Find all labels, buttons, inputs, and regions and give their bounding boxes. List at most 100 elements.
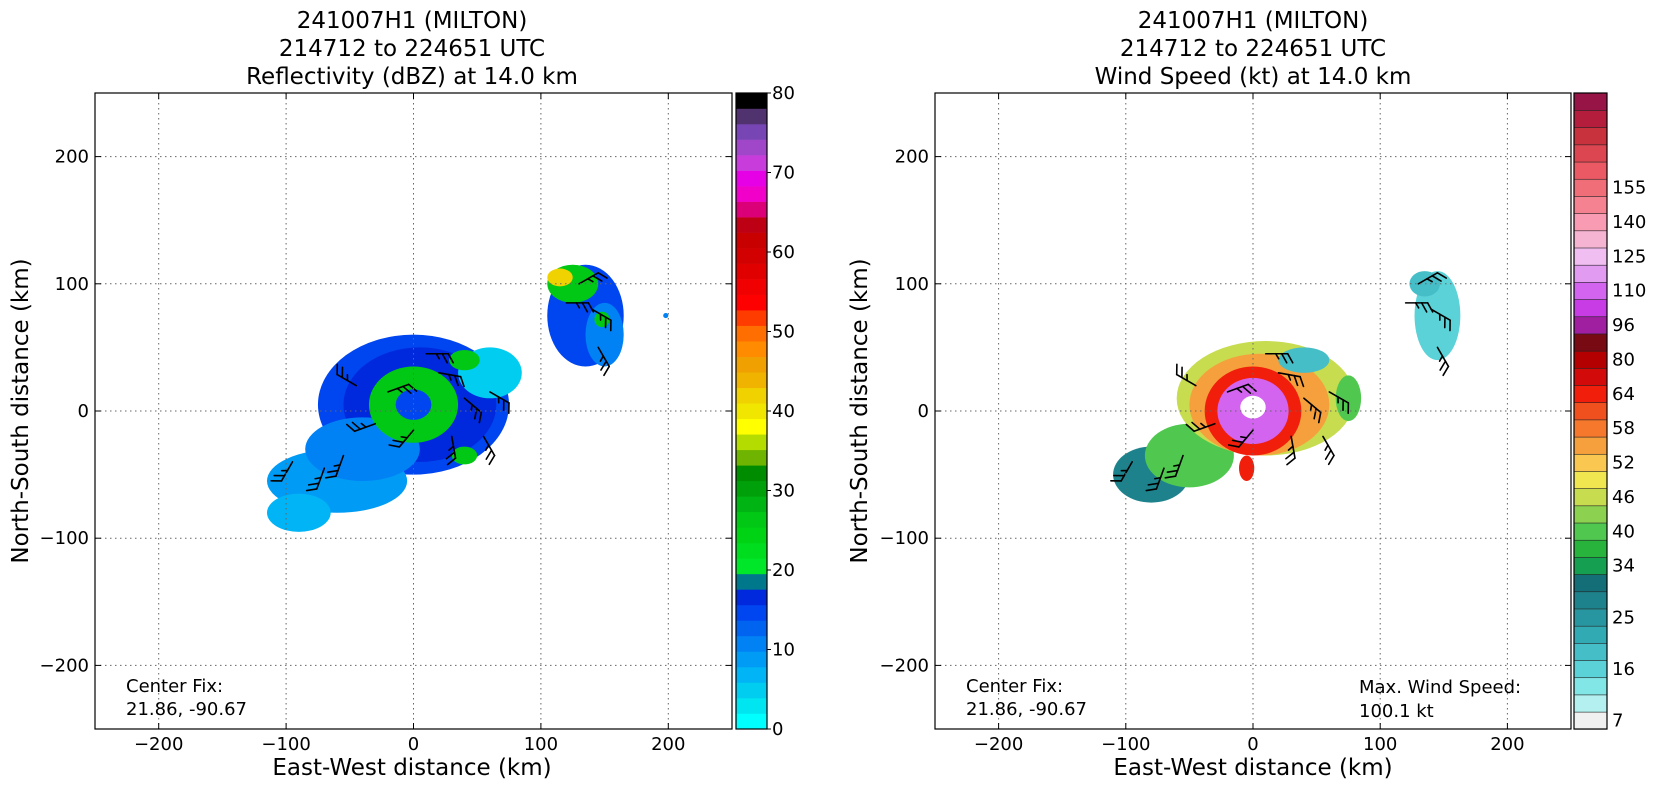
reflectivity-colorbar-tick-label: 20: [772, 560, 795, 581]
wind-colorbar-tick-label: 25: [1612, 607, 1635, 628]
wind-wind-barb: [1185, 421, 1216, 433]
reflectivity-colorbar-segment: [736, 651, 767, 668]
reflectivity-colorbar-tick-label: 60: [772, 242, 795, 263]
wind-echo-cell: [1409, 271, 1440, 297]
wind-title-line-1: 241007H1 (MILTON): [1138, 8, 1369, 34]
wind-y-tick-label: 0: [918, 401, 929, 422]
wind-colorbar-tick-label: 46: [1612, 487, 1635, 508]
wind-max-speed-label: Max. Wind Speed:: [1359, 677, 1521, 698]
wind-colorbar-segment: [1573, 505, 1608, 524]
reflectivity-wind-barb: [425, 352, 455, 364]
reflectivity-wind-barb: [489, 391, 510, 415]
reflectivity-colorbar-tick-label: 10: [772, 640, 795, 661]
reflectivity-colorbar-segment: [736, 403, 767, 420]
wind-wind-barb: [1264, 352, 1294, 364]
reflectivity-colorbar-segment: [736, 341, 767, 358]
wind-colorbar-segment: [1573, 642, 1608, 661]
wind-colorbar-segment: [1573, 419, 1608, 438]
reflectivity-colorbar-segment: [736, 186, 767, 202]
reflectivity-colorbar-segment: [736, 573, 767, 590]
wind-wind-barb: [1277, 372, 1305, 388]
reflectivity-colorbar-segment: [736, 635, 767, 652]
wind-wind-barb: [1226, 383, 1257, 394]
reflectivity-center-fix-value: 21.86, -90.67: [126, 699, 247, 720]
wind-wind-barb: [1175, 363, 1197, 387]
wind-wind-barb: [1417, 271, 1448, 285]
wind-title-line-2: 214712 to 224651 UTC: [1120, 36, 1386, 62]
wind-x-tick-label: −200: [974, 734, 1023, 755]
wind-colorbar-segment: [1573, 161, 1608, 180]
reflectivity-colorbar-segment: [736, 124, 767, 140]
reflectivity-colorbar-segment: [736, 589, 767, 606]
wind-wind-barb: [1110, 461, 1133, 482]
reflectivity-colorbar-segment: [736, 480, 767, 497]
reflectivity-colorbar-segment: [736, 558, 767, 575]
wind-colorbar-segment: [1573, 298, 1608, 318]
reflectivity-colorbar-segment: [736, 682, 767, 699]
wind-plot-area: −200 −100 0 100 200 200 100 0 −100 −200: [880, 92, 1572, 755]
wind-center-fix-label: Center Fix:: [966, 676, 1063, 697]
reflectivity-wind-barb: [591, 308, 612, 332]
wind-colorbar-segment: [1573, 247, 1608, 266]
reflectivity-wind-barb: [388, 429, 415, 448]
wind-colorbar-tick-label: 110: [1612, 281, 1646, 302]
wind-colorbar-tick-label: 64: [1612, 384, 1635, 405]
reflectivity-colorbar-segment: [736, 434, 767, 451]
wind-colorbar-segment: [1573, 573, 1608, 593]
reflectivity-colorbar-segment: [736, 263, 767, 280]
reflectivity-colorbar-segment: [736, 170, 767, 187]
wind-wind-barb: [1285, 435, 1296, 466]
reflectivity-echo-cell: [594, 311, 610, 328]
wind-wind-barb: [1322, 435, 1335, 466]
wind-colorbar-tick-label: 16: [1612, 659, 1635, 680]
reflectivity-colorbar-segment: [736, 418, 767, 435]
reflectivity-colorbar-tick-label: 30: [772, 481, 795, 502]
wind-y-tick-label: 200: [895, 147, 929, 168]
reflectivity-colorbar-segment: [736, 201, 767, 218]
wind-colorbar-segment: [1573, 402, 1608, 421]
reflectivity-y-tick-label: −200: [40, 655, 89, 676]
reflectivity-wind-barb: [445, 435, 457, 466]
wind-colorbar-tick-label: 34: [1612, 556, 1635, 577]
wind-colorbar-segment: [1573, 92, 1608, 111]
reflectivity-wind-barb: [346, 421, 377, 433]
wind-colorbar-segment: [1573, 367, 1608, 386]
reflectivity-title-line-2: 214712 to 224651 UTC: [279, 36, 545, 62]
reflectivity-colorbar-segment: [736, 372, 767, 389]
wind-colorbar-segment: [1573, 213, 1608, 232]
reflectivity-colorbar-segment: [736, 496, 767, 513]
wind-wind-barb: [1303, 397, 1322, 424]
reflectivity-colorbar-segment: [736, 310, 767, 326]
wind-colorbar-segment: [1573, 556, 1608, 575]
reflectivity-echo-cell: [395, 389, 432, 420]
wind-x-tick-label: 200: [1490, 734, 1524, 755]
reflectivity-colorbar-segment: [736, 356, 767, 373]
wind-colorbar-segment: [1573, 144, 1608, 163]
wind-colorbar-segment: [1573, 281, 1608, 300]
wind-x-tick-label: −100: [1101, 734, 1150, 755]
reflectivity-colorbar-segment: [736, 232, 767, 249]
reflectivity-colorbar-segment: [736, 465, 767, 482]
wind-colorbar-segment: [1573, 264, 1608, 283]
wind-echo-cell: [1240, 395, 1266, 419]
reflectivity-y-tick-label: 0: [78, 401, 89, 422]
wind-colorbar-tick-label: 7: [1612, 710, 1623, 731]
wind-colorbar-tick-label: 58: [1612, 418, 1635, 439]
reflectivity-colorbar-segment: [736, 449, 767, 466]
reflectivity-x-tick-label: 100: [524, 734, 558, 755]
wind-colorbar-segment: [1573, 470, 1608, 489]
wind-colorbar-tick-label: 140: [1612, 212, 1646, 233]
reflectivity-x-tick-label: −200: [134, 734, 183, 755]
wind-x-tick-label: 100: [1363, 734, 1397, 755]
wind-x-tick-label: 0: [1247, 734, 1258, 755]
reflectivity-colorbar: 0 10 20 30 40 50 60 70 80: [735, 83, 795, 740]
wind-colorbar: 7 16 25 34 40 46 52 58 64 80 96 110 125 140 155: [1573, 92, 1646, 731]
wind-center-fix-value: 21.86, -90.67: [966, 699, 1087, 720]
wind-wind-barb: [1436, 346, 1450, 377]
wind-echo-cell: [1335, 375, 1362, 422]
reflectivity-echo-cell: [547, 268, 573, 287]
reflectivity-title-line-1: 241007H1 (MILTON): [297, 8, 528, 34]
reflectivity-colorbar-segment: [736, 108, 767, 125]
wind-echo-cell: [1278, 347, 1330, 373]
